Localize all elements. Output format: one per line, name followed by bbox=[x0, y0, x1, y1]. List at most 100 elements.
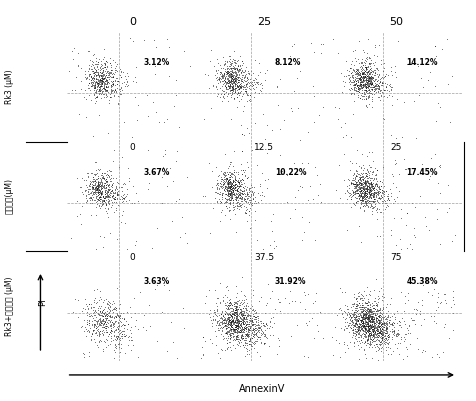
Point bbox=[239, 314, 247, 320]
Point bbox=[354, 67, 361, 73]
Point bbox=[234, 322, 241, 329]
Point bbox=[245, 80, 253, 87]
Point bbox=[361, 311, 369, 318]
Point bbox=[377, 324, 385, 330]
Point bbox=[227, 158, 235, 165]
Point bbox=[351, 314, 359, 320]
Point bbox=[222, 322, 230, 328]
Point bbox=[94, 183, 102, 190]
Point bbox=[268, 227, 276, 234]
Point bbox=[99, 75, 107, 81]
Point bbox=[355, 333, 362, 340]
Point bbox=[364, 324, 372, 331]
Point bbox=[372, 180, 380, 187]
Point bbox=[223, 282, 230, 289]
Point bbox=[359, 314, 367, 320]
Point bbox=[363, 185, 371, 192]
Point bbox=[73, 213, 81, 219]
Point bbox=[88, 196, 96, 202]
Point bbox=[362, 186, 369, 192]
Point bbox=[361, 190, 368, 196]
Point bbox=[251, 75, 258, 81]
Point bbox=[231, 326, 239, 332]
Point bbox=[88, 83, 95, 89]
Point bbox=[226, 59, 234, 65]
Point bbox=[357, 71, 364, 78]
Point bbox=[374, 332, 381, 338]
Point bbox=[236, 310, 244, 316]
Point bbox=[351, 189, 359, 196]
Point bbox=[231, 310, 238, 316]
Point bbox=[83, 321, 90, 327]
Point bbox=[350, 79, 358, 85]
Point bbox=[362, 312, 370, 319]
Point bbox=[336, 194, 344, 201]
Point bbox=[221, 75, 228, 82]
Point bbox=[367, 79, 375, 85]
Point bbox=[360, 186, 368, 193]
Point bbox=[65, 67, 73, 74]
Point bbox=[316, 111, 323, 118]
Point bbox=[218, 320, 226, 326]
Point bbox=[115, 314, 122, 320]
Point bbox=[223, 67, 231, 74]
Point bbox=[111, 304, 119, 310]
Point bbox=[98, 174, 106, 181]
Point bbox=[353, 179, 361, 185]
Point bbox=[237, 187, 245, 193]
Point bbox=[112, 67, 120, 74]
Point bbox=[419, 84, 427, 90]
Point bbox=[233, 203, 240, 209]
Point bbox=[221, 78, 229, 85]
Point bbox=[86, 190, 94, 196]
Point bbox=[254, 199, 261, 205]
Point bbox=[90, 197, 98, 204]
Point bbox=[100, 318, 108, 324]
Point bbox=[366, 164, 374, 171]
Point bbox=[364, 94, 372, 101]
Point bbox=[345, 185, 353, 191]
Point bbox=[224, 305, 232, 311]
Point bbox=[367, 336, 374, 342]
Point bbox=[358, 181, 366, 187]
Point bbox=[357, 296, 364, 302]
Point bbox=[368, 311, 376, 317]
Point bbox=[229, 176, 237, 183]
Point bbox=[233, 65, 240, 71]
Point bbox=[385, 314, 392, 321]
Point bbox=[388, 320, 396, 327]
Point bbox=[236, 177, 244, 184]
Point bbox=[239, 328, 247, 334]
Point bbox=[100, 182, 108, 188]
Point bbox=[373, 182, 381, 189]
Point bbox=[394, 327, 402, 333]
Point bbox=[362, 65, 370, 72]
Point bbox=[363, 328, 370, 335]
Point bbox=[362, 55, 370, 61]
Point bbox=[222, 177, 229, 184]
Point bbox=[218, 309, 226, 316]
Point bbox=[363, 81, 371, 88]
Point bbox=[251, 316, 259, 322]
Point bbox=[374, 191, 382, 197]
Point bbox=[103, 94, 110, 100]
Point bbox=[92, 98, 100, 104]
Point bbox=[362, 199, 369, 206]
Point bbox=[146, 323, 154, 330]
Point bbox=[242, 191, 249, 198]
Text: 12.5: 12.5 bbox=[254, 143, 274, 152]
Point bbox=[356, 87, 363, 93]
Point bbox=[102, 193, 109, 199]
Point bbox=[225, 318, 233, 324]
Point bbox=[225, 328, 232, 334]
Point bbox=[88, 61, 95, 67]
Point bbox=[357, 77, 365, 83]
Point bbox=[95, 197, 102, 203]
Point bbox=[361, 90, 369, 97]
Point bbox=[397, 245, 405, 252]
Point bbox=[377, 333, 385, 339]
Point bbox=[91, 185, 99, 191]
Point bbox=[102, 82, 109, 89]
Point bbox=[231, 177, 238, 184]
Point bbox=[105, 191, 113, 197]
